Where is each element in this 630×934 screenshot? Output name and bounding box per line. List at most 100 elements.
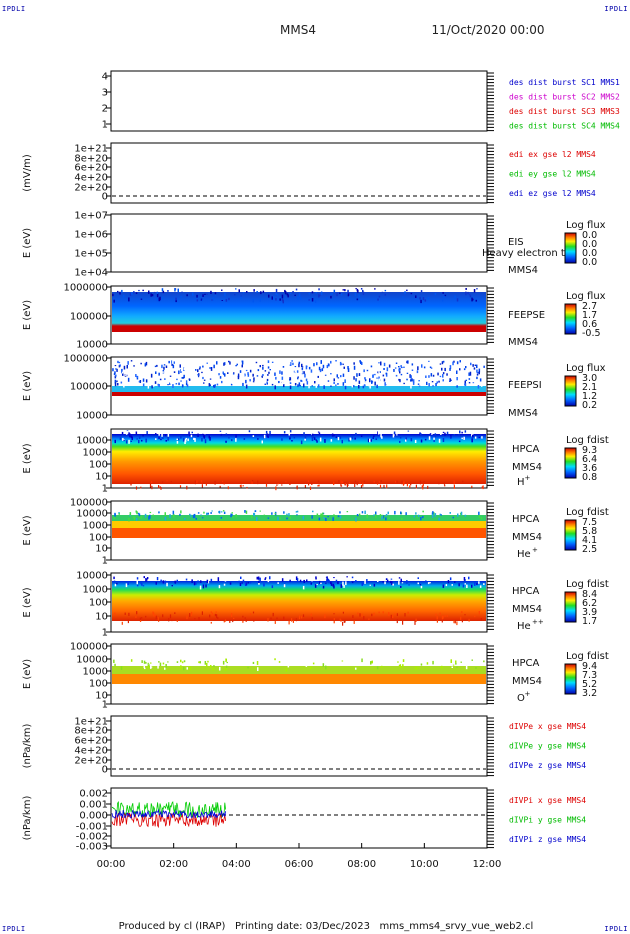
spectrogram-pixel — [180, 665, 182, 670]
spectrogram-pixel — [420, 517, 422, 521]
spectrogram-pixel — [198, 661, 200, 664]
spectrogram-pixel — [279, 517, 281, 520]
spectrogram-pixel — [442, 584, 445, 588]
spectrogram-pixel — [289, 385, 292, 390]
spectrogram-pixel — [443, 296, 445, 299]
spectrogram-pixel — [326, 576, 328, 580]
spectrogram-pixel — [355, 374, 357, 379]
spectrogram-pixel — [439, 612, 441, 616]
spectrogram-pixel — [304, 485, 306, 488]
spectrogram-pixel — [135, 292, 138, 294]
spectrogram-pixel — [325, 582, 327, 584]
spectrogram-pixel — [398, 368, 400, 372]
spectrogram-pixel — [427, 582, 430, 585]
spectrogram-pixel — [121, 661, 123, 663]
spectrogram-pixel — [171, 360, 173, 364]
spectrogram-pixel — [200, 580, 202, 583]
ytick-label: 10000 — [76, 509, 108, 520]
spectrogram-pixel — [310, 379, 312, 383]
spectrogram-pixel — [238, 289, 240, 293]
spectrogram-pixel — [152, 611, 154, 615]
spectrogram-pixel — [297, 376, 299, 378]
spectrogram-pixel — [151, 385, 153, 389]
spectrogram-pixel — [449, 577, 452, 581]
spectrogram-pixel — [220, 511, 223, 513]
ytick-label: 1000 — [83, 667, 108, 678]
spectrogram-pixel — [116, 380, 118, 383]
ytick-label: 100000 — [70, 312, 108, 323]
spectrogram-pixel — [241, 582, 243, 584]
spectrogram-pixel — [123, 439, 125, 442]
spectrogram-pixel — [245, 619, 247, 622]
spectrogram-pixel — [203, 382, 205, 384]
spectrogram-pixel — [444, 484, 446, 487]
spectrogram-pixel — [296, 370, 299, 373]
spectrogram-pixel — [375, 515, 377, 518]
spectrogram-pixel — [444, 367, 446, 372]
spectrogram-pixel — [198, 368, 201, 370]
spectrogram-pixel — [385, 372, 388, 377]
spectrogram-pixel — [140, 486, 142, 489]
panel-ylabel: (nPa/km) — [22, 796, 33, 841]
spectrogram-pixel — [297, 296, 299, 300]
spectrogram-pixel — [399, 437, 402, 439]
spectrogram-pixel — [422, 516, 424, 519]
spectrogram-pixel — [252, 435, 255, 437]
spectrogram-pixel — [118, 430, 120, 434]
spectrogram-pixel — [283, 584, 286, 588]
spectrogram-pixel — [128, 517, 130, 522]
spectrogram-pixel — [299, 579, 302, 582]
spectrogram-pixel — [288, 620, 290, 625]
spectrogram-pixel — [275, 298, 277, 301]
spectrogram-pixel — [414, 439, 417, 443]
spectrogram-pixel — [311, 298, 314, 302]
spectrogram-pixel — [390, 614, 392, 619]
spectrogram-pixel — [464, 514, 467, 517]
spectrogram-pixel — [221, 365, 224, 367]
spectrogram-pixel — [341, 660, 344, 662]
spectrogram-pixel — [231, 613, 233, 617]
spectrogram-pixel — [275, 292, 277, 296]
spectrogram-pixel — [371, 660, 373, 664]
spectrogram-pixel — [355, 432, 357, 436]
spectrogram-pixel — [119, 368, 121, 371]
spectrogram-pixel — [256, 375, 259, 377]
colorbar-tick: 7.3 — [582, 670, 597, 681]
colorbar-tick: 8.4 — [582, 589, 597, 600]
spectrogram-pixel — [399, 379, 401, 383]
spectrogram-pixel — [321, 368, 324, 372]
spectrogram-pixel — [172, 510, 175, 515]
spectrogram-pixel — [244, 510, 246, 513]
spectrogram-pixel — [249, 379, 251, 382]
spectrogram-pixel — [296, 578, 299, 581]
spectrogram-pixel — [483, 365, 485, 368]
spectrogram-pixel — [135, 510, 137, 513]
spectrogram-pixel — [310, 367, 313, 370]
spectrogram-pixel — [339, 292, 341, 294]
spectrogram-pixel — [213, 380, 216, 385]
spectrogram-pixel — [202, 433, 204, 436]
spectrogram-pixel — [138, 436, 141, 439]
ytick-label: 1000000 — [63, 283, 108, 294]
spectrogram-pixel — [275, 288, 278, 293]
spectrogram-pixel — [197, 512, 200, 514]
spectrogram-pixel — [386, 579, 389, 583]
species-label: He — [517, 621, 531, 632]
spectrogram-pixel — [330, 439, 333, 442]
spectrogram-pixel — [407, 576, 409, 579]
spectrogram-pixel — [255, 367, 257, 371]
spectrogram-pixel — [360, 361, 362, 365]
spectrogram-pixel — [403, 366, 405, 368]
spectrogram-pixel — [136, 361, 139, 364]
spectrogram-pixel — [436, 620, 438, 623]
spectrogram-pixel — [431, 381, 434, 383]
spectrogram-pixel — [455, 662, 457, 665]
spectrogram-pixel — [331, 433, 334, 437]
series-legend-label: dIVPe z gse MMS4 — [509, 761, 586, 770]
spectrogram-pixel — [337, 437, 340, 441]
spectrogram-pixel — [464, 614, 466, 616]
spectrogram-pixel — [281, 381, 284, 385]
spectrogram-pixel — [123, 383, 125, 388]
divpi-series-line — [111, 808, 226, 819]
